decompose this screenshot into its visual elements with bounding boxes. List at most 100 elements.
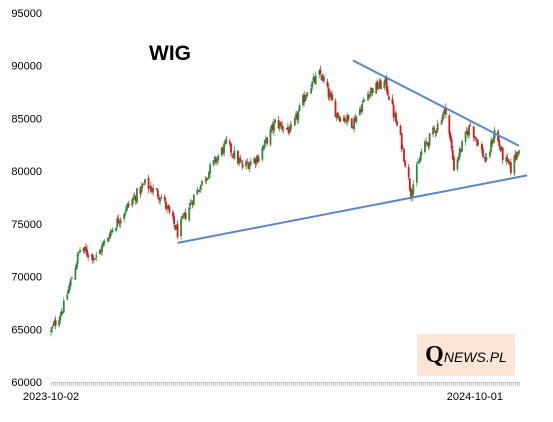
candle-up bbox=[58, 319, 61, 326]
candle-down bbox=[87, 255, 90, 257]
candle-up bbox=[489, 151, 491, 157]
candle-up bbox=[468, 125, 470, 136]
candle-down bbox=[497, 131, 499, 142]
candle-down bbox=[174, 225, 177, 230]
candle-down bbox=[491, 141, 494, 144]
candle-up bbox=[359, 108, 361, 116]
candle-up bbox=[133, 196, 136, 199]
candle-up bbox=[311, 81, 314, 88]
candle-down bbox=[331, 94, 333, 101]
candle-down bbox=[509, 162, 512, 174]
x-tick-label: 2023-10-02 bbox=[23, 391, 79, 403]
candle-down bbox=[108, 238, 110, 239]
candle-up bbox=[245, 161, 247, 167]
candle-up bbox=[432, 127, 434, 135]
candle-up bbox=[143, 184, 145, 185]
candle-down bbox=[230, 143, 232, 153]
candle-up bbox=[456, 159, 459, 170]
candle-up bbox=[79, 249, 81, 252]
candle-up bbox=[419, 155, 422, 162]
candle-up bbox=[102, 242, 105, 247]
candle-down bbox=[165, 201, 167, 209]
candle-up bbox=[298, 105, 301, 111]
candle-down bbox=[475, 137, 477, 140]
candle-up bbox=[66, 294, 69, 300]
candle-up bbox=[335, 113, 338, 118]
candle-down bbox=[134, 196, 137, 202]
candle-down bbox=[319, 69, 322, 74]
candle-up bbox=[508, 161, 511, 165]
candle-up bbox=[190, 202, 193, 204]
candle-up bbox=[441, 116, 444, 122]
candle-down bbox=[118, 221, 121, 223]
candle-down bbox=[313, 77, 316, 83]
candle-up bbox=[485, 157, 488, 161]
candle-down bbox=[281, 125, 283, 129]
candle-up bbox=[370, 87, 373, 93]
candle-up bbox=[148, 187, 151, 188]
candle-down bbox=[155, 188, 158, 190]
candle-up bbox=[262, 146, 265, 150]
candle-down bbox=[232, 156, 235, 158]
candle-down bbox=[449, 133, 452, 141]
candle-up bbox=[500, 147, 503, 150]
candle-down bbox=[334, 100, 337, 118]
candle-down bbox=[173, 216, 175, 225]
candle-up bbox=[213, 156, 216, 160]
candle-down bbox=[507, 159, 510, 164]
candle-up bbox=[436, 123, 439, 131]
y-tick-label: 90000 bbox=[11, 61, 42, 73]
candle-down bbox=[400, 133, 403, 150]
candle-up bbox=[75, 263, 78, 269]
candle-up bbox=[505, 156, 508, 162]
candle-down bbox=[176, 224, 179, 237]
candle-up bbox=[93, 258, 95, 260]
candle-down bbox=[91, 255, 94, 261]
candle-up bbox=[363, 99, 366, 101]
logo-q-letter: Q bbox=[425, 341, 444, 368]
candle-up bbox=[74, 268, 77, 280]
candle-down bbox=[84, 247, 87, 251]
candle-up bbox=[95, 255, 98, 258]
candle-down bbox=[482, 148, 484, 158]
candle-down bbox=[396, 121, 398, 126]
candle-down bbox=[379, 80, 382, 90]
candle-up bbox=[115, 227, 117, 232]
trendline bbox=[177, 174, 528, 244]
candle-up bbox=[109, 232, 112, 238]
candle-up bbox=[361, 103, 364, 112]
candle-up bbox=[53, 321, 56, 326]
candle-down bbox=[215, 158, 217, 163]
candle-up bbox=[328, 93, 331, 98]
candle-up bbox=[346, 115, 349, 123]
candle-up bbox=[253, 158, 256, 163]
candle-up bbox=[101, 245, 103, 253]
y-tick-label: 85000 bbox=[11, 113, 42, 125]
candle-down bbox=[221, 147, 224, 154]
candle-down bbox=[256, 156, 259, 163]
candle-down bbox=[158, 197, 160, 200]
candle-up bbox=[205, 178, 208, 181]
candle-up bbox=[183, 212, 186, 217]
candle-up bbox=[269, 128, 272, 145]
candle-down bbox=[277, 120, 280, 128]
candle-up bbox=[175, 225, 178, 230]
candle-up bbox=[220, 147, 223, 155]
candle-down bbox=[392, 104, 395, 117]
candle-up bbox=[377, 87, 380, 89]
candle-up bbox=[384, 77, 387, 82]
candle-up bbox=[94, 258, 97, 259]
candle-down bbox=[191, 201, 194, 205]
candle-up bbox=[263, 140, 266, 147]
y-tick-label: 60000 bbox=[11, 377, 42, 389]
candle-up bbox=[278, 122, 281, 129]
candle-down bbox=[100, 250, 102, 253]
candle-down bbox=[184, 213, 187, 219]
candle-down bbox=[476, 139, 479, 146]
candle-down bbox=[225, 139, 228, 141]
candle-up bbox=[69, 279, 72, 286]
candle-down bbox=[247, 163, 250, 169]
candle-up bbox=[443, 107, 446, 112]
candle-up bbox=[132, 197, 135, 201]
candle-up bbox=[412, 184, 415, 195]
